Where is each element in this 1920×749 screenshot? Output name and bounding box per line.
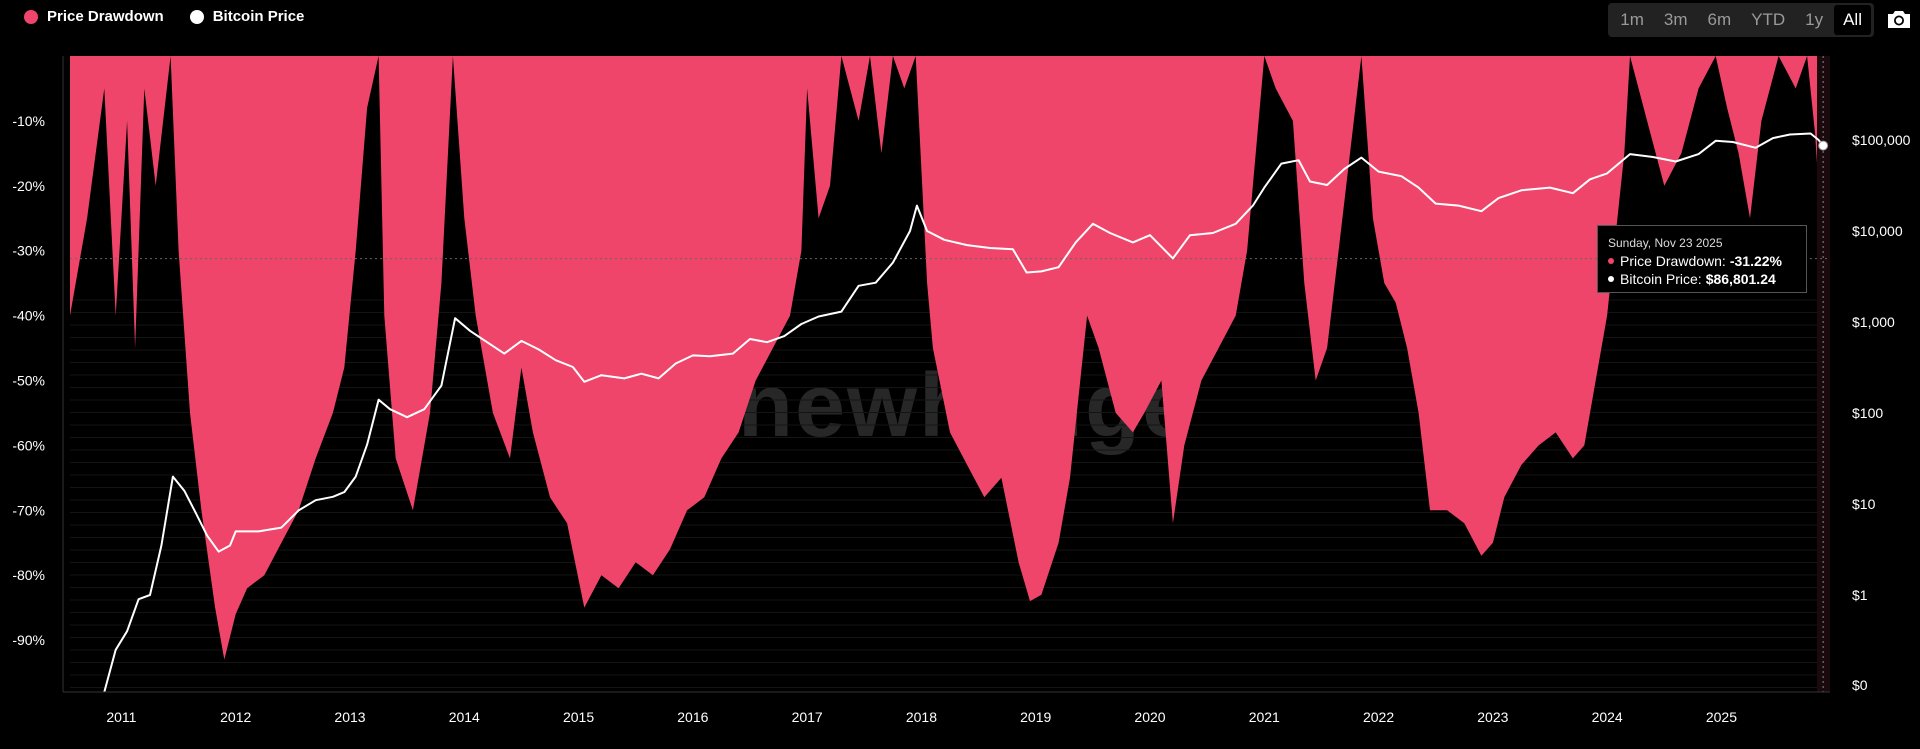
future-strip [1817, 56, 1830, 692]
camera-icon[interactable] [1886, 8, 1912, 30]
tooltip-drawdown-value: -31.22% [1729, 253, 1782, 269]
chart-legend: Price Drawdown Bitcoin Price [24, 8, 304, 25]
tooltip-drawdown-label: Price Drawdown: [1620, 253, 1726, 269]
x-tick-label: 2021 [1249, 709, 1280, 725]
left-tick-label: -10% [12, 113, 45, 129]
left-tick-label: -60% [12, 437, 45, 453]
range-button-1m[interactable]: 1m [1620, 10, 1644, 29]
range-button-all[interactable]: All [1834, 5, 1871, 35]
tooltip-drawdown-dot [1608, 258, 1614, 264]
legend-item-bitcoin-price[interactable]: Bitcoin Price [189, 8, 305, 25]
x-tick-label: 2018 [906, 709, 937, 725]
legend-item-price-drawdown[interactable]: Price Drawdown [24, 8, 164, 25]
range-button-3m[interactable]: 3m [1663, 10, 1688, 29]
x-tick-label: 2014 [449, 709, 480, 725]
left-tick-label: -90% [12, 632, 45, 648]
price-marker [1818, 140, 1829, 151]
tooltip-price-dot [1608, 276, 1614, 282]
left-tick-label: -30% [12, 243, 45, 259]
left-tick-label: -20% [12, 178, 45, 194]
tooltip-price-row: Bitcoin Price: $86,801.24 [1608, 270, 1796, 288]
range-button-1y[interactable]: 1y [1805, 10, 1824, 29]
drawdown-area [70, 56, 1824, 660]
range-selector: 1m 3m 6m YTD 1y All [1608, 3, 1874, 37]
right-tick-label: $10,000 [1852, 223, 1903, 239]
x-tick-label: 2025 [1706, 709, 1737, 725]
x-tick-label: 2020 [1134, 709, 1165, 725]
right-tick-label: $100 [1852, 405, 1883, 421]
range-button-6m[interactable]: 6m [1707, 10, 1732, 29]
x-tick-label: 2011 [106, 709, 136, 725]
bitcoin-price-swatch [189, 9, 204, 24]
x-tick-label: 2024 [1592, 709, 1623, 725]
x-tick-label: 2023 [1477, 709, 1508, 725]
tooltip-price-label: Bitcoin Price: [1620, 271, 1702, 287]
right-tick-label: $0 [1852, 677, 1868, 693]
legend-label-bitcoin-price: Bitcoin Price [212, 8, 305, 25]
tooltip-price-value: $86,801.24 [1705, 271, 1776, 287]
legend-label-price-drawdown: Price Drawdown [47, 8, 164, 25]
left-tick-label: -70% [12, 502, 45, 518]
x-tick-label: 2013 [334, 709, 365, 725]
tooltip-date: Sunday, Nov 23 2025 [1608, 236, 1723, 250]
chart-tooltip: Sunday, Nov 23 2025 Price Drawdown: -31.… [1597, 225, 1807, 293]
left-tick-label: -40% [12, 308, 45, 324]
right-tick-label: $100,000 [1852, 132, 1911, 148]
right-tick-label: $1 [1852, 587, 1868, 603]
right-tick-label: $10 [1852, 496, 1876, 512]
range-button-ytd[interactable]: YTD [1751, 10, 1786, 29]
x-tick-label: 2012 [220, 709, 251, 725]
left-tick-label: -80% [12, 567, 45, 583]
left-tick-label: -50% [12, 372, 45, 388]
bitcoin-price-line [103, 132, 1824, 693]
tooltip-drawdown-row: Price Drawdown: -31.22% [1608, 252, 1796, 270]
right-tick-label: $1,000 [1852, 314, 1895, 330]
price-drawdown-swatch [24, 9, 38, 24]
x-tick-label: 2015 [563, 709, 594, 725]
x-tick-label: 2016 [677, 709, 708, 725]
x-tick-label: 2019 [1020, 709, 1051, 725]
x-tick-label: 2017 [792, 709, 823, 725]
x-tick-label: 2022 [1363, 709, 1394, 725]
